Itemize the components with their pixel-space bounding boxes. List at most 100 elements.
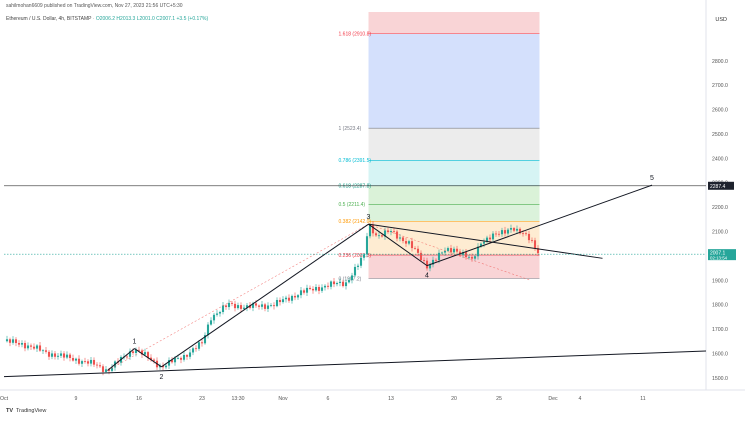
candle-body — [260, 304, 264, 307]
candle-body — [254, 303, 258, 306]
y-tick-label: 2600.0 — [712, 108, 728, 114]
candle-body — [212, 314, 216, 321]
candle-body — [23, 342, 27, 349]
candle-body — [365, 236, 369, 255]
candle-body — [485, 237, 489, 242]
candle-body — [176, 357, 180, 359]
candle-body — [173, 358, 177, 363]
fib-zone — [368, 255, 540, 279]
candle-body — [35, 345, 39, 349]
candle-body — [401, 237, 405, 242]
y-tick-label: 2400.0 — [712, 156, 728, 162]
candle-body — [188, 352, 192, 357]
candle-body — [44, 350, 48, 352]
candle-body — [101, 366, 105, 372]
candle-body — [527, 233, 531, 241]
x-tick-label: Oct — [0, 396, 9, 402]
fib-zone — [368, 160, 540, 186]
candle-body — [326, 285, 330, 287]
candle-body — [272, 305, 276, 307]
y-tick-label: 1500.0 — [712, 376, 728, 382]
candle-body — [245, 305, 249, 308]
fib-zone — [368, 33, 540, 129]
ohlc-values: O2006.2 H2013.3 L2001.0 C2007.1 +3.5 (+0… — [95, 16, 209, 22]
candle-body — [284, 297, 288, 300]
candle-body — [323, 285, 327, 288]
candle-body — [266, 305, 270, 309]
candle-body — [509, 228, 513, 230]
candle-body — [434, 259, 438, 261]
candle-body — [62, 353, 66, 358]
candle-body — [263, 304, 267, 309]
fib-level-label: 0.786 (2391.5) — [339, 158, 372, 164]
candle-body — [161, 365, 165, 368]
candle-body — [437, 252, 441, 261]
x-tick-label: Dec — [548, 396, 558, 402]
x-tick-label: 13 — [388, 396, 394, 402]
candle-body — [467, 256, 471, 258]
candle-body — [473, 256, 477, 259]
candle-body — [218, 312, 222, 314]
candle-body — [512, 228, 516, 231]
candle-body — [17, 343, 21, 345]
candle-body — [308, 287, 312, 289]
candle-body — [341, 281, 345, 287]
candle-body — [398, 237, 402, 239]
wave-1-2-line — [134, 348, 162, 368]
candle-body — [359, 257, 363, 266]
wave-label: 1 — [133, 339, 137, 346]
candle-body — [458, 251, 462, 255]
x-tick-label: 23 — [199, 396, 205, 402]
fib-level-label: 0.236 (2003.3) — [339, 253, 372, 259]
candle-body — [107, 369, 111, 371]
candle-body — [476, 246, 480, 257]
candle-body — [209, 320, 213, 325]
candle-body — [56, 355, 60, 357]
candle-body — [128, 351, 132, 357]
candle-body — [302, 290, 306, 293]
wave-channel-dashed-line — [107, 223, 369, 371]
candle-body — [77, 358, 81, 364]
currency-label[interactable]: USD — [715, 17, 727, 23]
candle-body — [383, 230, 387, 237]
candle-body — [395, 231, 399, 239]
candle-body — [8, 339, 12, 343]
candle-body — [230, 302, 234, 304]
candle-body — [413, 248, 417, 249]
candle-body — [347, 280, 351, 283]
candle-body — [125, 356, 129, 358]
y-tick-label: 2800.0 — [712, 59, 728, 65]
horizontal-level-badge — [708, 181, 734, 190]
candle-body — [197, 342, 201, 349]
fib-level-label: 0.618 (2287.8) — [339, 183, 372, 189]
candle-body — [257, 305, 261, 307]
candle-body — [47, 351, 51, 357]
candle-body — [170, 360, 174, 363]
x-tick-label: 11 — [640, 396, 645, 402]
fib-level-label: 0.382 (2142.0) — [339, 219, 372, 225]
candle-body — [419, 252, 423, 261]
candle-body — [80, 361, 84, 364]
candle-body — [461, 252, 465, 255]
candle-body — [305, 287, 309, 293]
candle-body — [470, 256, 474, 259]
candle-body — [143, 352, 147, 355]
candle-body — [248, 305, 252, 308]
candle-body — [362, 254, 366, 258]
candle-body — [455, 248, 459, 252]
long-term-support-line — [3, 350, 707, 378]
current-price-badge — [708, 249, 736, 261]
candle-body — [185, 355, 189, 357]
candle-body — [446, 248, 450, 251]
fib-zone — [368, 204, 540, 222]
candle-body — [26, 345, 30, 349]
candle-body — [533, 240, 537, 249]
candle-body — [506, 229, 510, 234]
candle-body — [11, 339, 15, 343]
symbol-title[interactable]: Ethereum / U.S. Dollar, 4h, BITSTAMP — [6, 16, 92, 22]
fib-level-label: 1.618 (2910.8) — [339, 32, 372, 38]
candle-body — [428, 264, 432, 269]
candle-body — [38, 345, 42, 351]
